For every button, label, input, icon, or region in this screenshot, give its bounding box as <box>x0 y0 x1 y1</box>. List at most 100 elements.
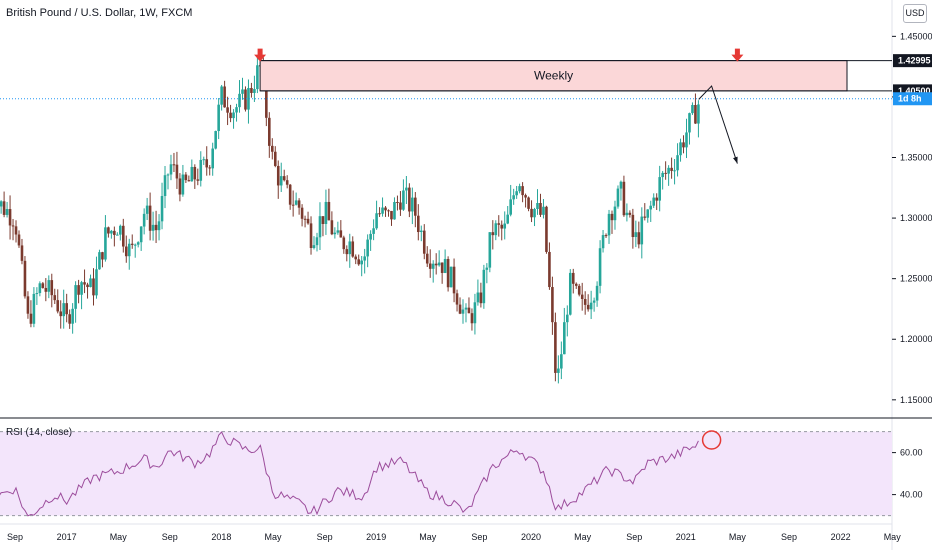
candle-body <box>664 172 667 174</box>
candle-body <box>211 148 214 169</box>
time-tick-label: Sep <box>7 532 23 542</box>
candle-body <box>586 304 590 310</box>
candle-body <box>351 241 355 257</box>
candle-body <box>124 246 128 257</box>
time-tick-label: Sep <box>781 532 797 542</box>
candle-body <box>694 104 697 124</box>
candle-body <box>402 190 405 210</box>
candle-body <box>339 230 343 238</box>
candle-body <box>32 293 36 324</box>
time-axis[interactable]: Sep 2017 May Sep 2018 May Sep 2019 May Sep 2020 May… <box>7 532 901 542</box>
candle-body <box>270 145 274 152</box>
candle-body <box>580 294 584 300</box>
candle-body <box>443 258 447 273</box>
candle-body <box>101 252 104 260</box>
candle-body <box>119 225 122 235</box>
time-tick-label: Sep <box>471 532 487 542</box>
candle-body <box>658 177 661 201</box>
candle-body <box>470 313 474 324</box>
candle-body <box>110 230 113 234</box>
candle-body <box>524 195 527 198</box>
candle-body <box>297 200 301 208</box>
candle-body <box>419 230 423 233</box>
forecast-line <box>698 85 738 164</box>
candle-body <box>390 210 393 220</box>
candle-body <box>282 176 286 181</box>
candle-body <box>273 151 277 166</box>
candle-body <box>566 314 569 323</box>
price-tick-label: 1.35000 <box>900 153 932 163</box>
price-badge-label: 1.42995 <box>898 56 931 66</box>
candle-body <box>47 280 51 292</box>
candle-body <box>127 243 131 257</box>
candle-body <box>324 201 328 225</box>
candle-body <box>515 191 518 196</box>
candle-body <box>253 89 256 93</box>
candle-body <box>312 245 316 249</box>
candle-body <box>121 225 125 247</box>
candle-body <box>440 262 444 273</box>
candle-body <box>327 201 331 221</box>
candle-body <box>11 225 15 227</box>
candle-body <box>607 213 611 236</box>
currency-button[interactable]: USD <box>903 4 927 23</box>
candle-body <box>184 174 188 181</box>
candle-body <box>381 207 384 214</box>
candle-body <box>190 166 194 182</box>
candle-body <box>509 199 512 215</box>
candle-body <box>53 295 57 301</box>
candle-body <box>476 292 480 303</box>
rsi-axis[interactable]: 40.00 60.00 <box>892 448 923 500</box>
candle-body <box>214 131 217 149</box>
candle-body <box>506 214 510 224</box>
candle-body <box>500 224 504 229</box>
candle-body <box>691 104 694 114</box>
candle-body <box>422 230 426 254</box>
candle-body <box>518 186 521 192</box>
candle-body <box>288 184 292 205</box>
candle-body <box>44 287 48 292</box>
candle-body <box>646 209 650 218</box>
candle-body <box>345 249 349 255</box>
candle-body <box>554 322 557 373</box>
candle-body <box>571 272 575 284</box>
weekly-zone[interactable] <box>259 60 848 92</box>
candle-body <box>17 234 21 246</box>
candle-body <box>417 215 420 233</box>
candle-body <box>59 311 63 317</box>
candle-body <box>631 214 635 238</box>
candle-body <box>333 232 337 235</box>
candle-body <box>107 227 110 234</box>
candle-body <box>23 260 27 297</box>
candle-body <box>637 232 641 245</box>
candle-body <box>446 258 450 288</box>
time-tick-label: May <box>729 532 747 542</box>
candle-body <box>458 304 462 314</box>
candle-body <box>667 167 670 174</box>
candle-body <box>223 86 226 108</box>
candle-body <box>235 107 238 113</box>
candle-body <box>434 263 438 266</box>
candle-body <box>113 230 116 235</box>
candle-body <box>130 243 134 245</box>
price-tick-label: 1.25000 <box>900 274 932 284</box>
time-tick-label: 2017 <box>57 532 77 542</box>
candle-body <box>464 307 468 310</box>
candle-body <box>408 187 411 212</box>
time-tick-label: Sep <box>162 532 178 542</box>
candlestick-series[interactable] <box>0 54 700 384</box>
candle-body <box>461 309 465 314</box>
candle-body <box>196 179 200 181</box>
candle-body <box>20 245 24 261</box>
candle-body <box>74 285 77 309</box>
candle-body <box>431 263 435 269</box>
candle-body <box>539 203 542 215</box>
candle-body <box>613 206 617 221</box>
candle-body <box>363 256 366 261</box>
candle-body <box>116 234 119 236</box>
candle-body <box>29 313 33 324</box>
candle-body <box>220 86 223 105</box>
candle-body <box>62 303 65 317</box>
candle-body <box>309 223 313 249</box>
